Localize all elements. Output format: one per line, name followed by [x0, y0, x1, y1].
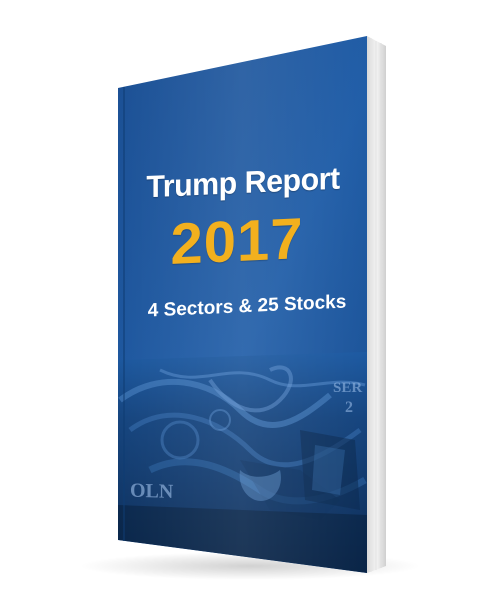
book-cover-illustration: OLN SER 2	[80, 36, 420, 580]
book-mockup: OLN SER 2 Trump Report 2017 4 Sectors & …	[80, 36, 420, 580]
